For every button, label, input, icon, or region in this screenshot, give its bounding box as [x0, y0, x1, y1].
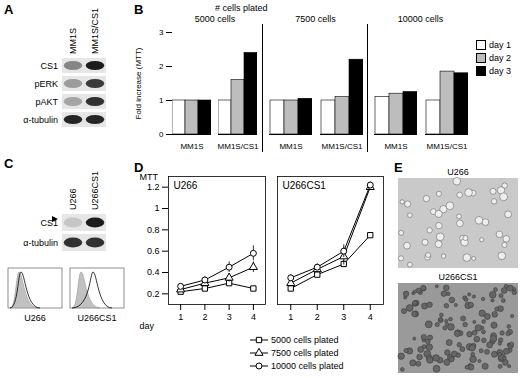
- svg-text:2: 2: [315, 312, 320, 322]
- html-text:10000 cells: 10000 cells: [397, 14, 444, 24]
- svg-text:pERK: pERK: [34, 79, 58, 89]
- html-text:7500 cells: 7500 cells: [295, 14, 336, 24]
- html-text:day 1: day 1: [489, 40, 511, 50]
- html-text:# cells plated: # cells plated: [215, 3, 268, 13]
- svg-text:2: 2: [202, 312, 207, 322]
- html-text:day 2: day 2: [489, 53, 511, 63]
- svg-text:1: 1: [154, 203, 159, 213]
- svg-text:0.4: 0.4: [147, 267, 160, 277]
- svg-text:0.6: 0.6: [147, 246, 160, 256]
- svg-text:MTT: MTT: [140, 172, 159, 182]
- svg-text:MM1S/CS1: MM1S/CS1: [218, 142, 259, 151]
- svg-text:0: 0: [159, 130, 164, 139]
- svg-text:1.2: 1.2: [147, 182, 160, 192]
- html-text:10000 cells plated: 10000 cells plated: [271, 361, 344, 371]
- html-text:B: B: [134, 2, 144, 17]
- html-text:day 3: day 3: [489, 66, 511, 76]
- svg-text:1: 1: [159, 96, 164, 105]
- svg-text:U266: U266: [174, 180, 198, 191]
- svg-text:0.8: 0.8: [147, 225, 160, 235]
- svg-text:1: 1: [288, 312, 293, 322]
- svg-text:day: day: [140, 321, 155, 331]
- svg-text:α-tubulin: α-tubulin: [23, 238, 58, 248]
- svg-text:Fold increase (MTT): Fold increase (MTT): [134, 47, 143, 119]
- svg-text:U266CS1: U266CS1: [77, 313, 116, 323]
- html-text:E: E: [394, 160, 403, 175]
- svg-text:2: 2: [159, 62, 164, 71]
- svg-text:α-tubulin: α-tubulin: [23, 115, 58, 125]
- svg-text:CS1: CS1: [40, 61, 58, 71]
- svg-text:1: 1: [178, 312, 183, 322]
- svg-text:MM1S/CS1: MM1S/CS1: [322, 142, 363, 151]
- svg-text:U266CS1: U266CS1: [438, 272, 477, 282]
- html-text:7500 cells plated: 7500 cells plated: [271, 348, 339, 358]
- svg-text:U266: U266: [68, 188, 78, 210]
- svg-text:CS1: CS1: [40, 217, 58, 228]
- svg-text:3: 3: [159, 28, 164, 37]
- svg-text:U266: U266: [24, 313, 46, 323]
- svg-text:U266: U266: [447, 167, 469, 177]
- svg-text:3: 3: [341, 312, 346, 322]
- html-text:C: C: [4, 156, 14, 171]
- svg-text:4: 4: [251, 312, 256, 322]
- html-text:5000 cells: 5000 cells: [194, 14, 236, 24]
- svg-text:3: 3: [227, 312, 232, 322]
- svg-text:MM1S: MM1S: [180, 142, 203, 151]
- svg-text:4: 4: [368, 312, 373, 322]
- html-text:D: D: [134, 160, 144, 175]
- svg-text:MM1S: MM1S: [279, 142, 302, 151]
- svg-text:U266CS1: U266CS1: [283, 180, 327, 191]
- html-text:5000 cells plated: 5000 cells plated: [271, 335, 339, 345]
- svg-text:MM1S: MM1S: [384, 142, 407, 151]
- svg-text:MM1S/CS1: MM1S/CS1: [90, 8, 100, 54]
- svg-text:U266CS1: U266CS1: [90, 171, 100, 210]
- html-text:A: A: [4, 2, 14, 17]
- svg-text:MM1S: MM1S: [68, 28, 78, 54]
- svg-text:0.2: 0.2: [147, 289, 160, 299]
- svg-text:pAKT: pAKT: [35, 97, 58, 107]
- svg-text:MM1S/CS1: MM1S/CS1: [427, 142, 468, 151]
